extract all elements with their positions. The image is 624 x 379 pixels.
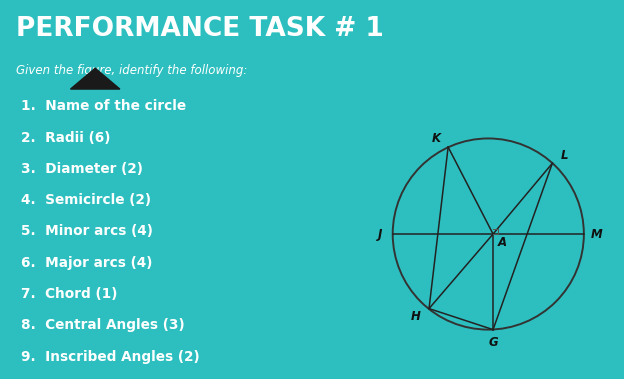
Text: H: H [411,310,421,323]
Text: 5.  Minor arcs (4): 5. Minor arcs (4) [21,224,153,238]
Text: L: L [561,149,568,162]
Text: Given the figure, identify the following:: Given the figure, identify the following… [16,64,247,77]
Text: G: G [488,337,498,349]
Text: 9.  Inscribed Angles (2): 9. Inscribed Angles (2) [21,350,200,364]
Text: A: A [498,236,507,249]
Text: 3.  Diameter (2): 3. Diameter (2) [21,162,143,176]
Text: 2.  Radii (6): 2. Radii (6) [21,130,110,144]
Text: K: K [432,132,441,145]
Text: J: J [378,227,383,241]
Text: M: M [590,227,602,241]
Text: 1.  Name of the circle: 1. Name of the circle [21,99,187,113]
Text: 6.  Major arcs (4): 6. Major arcs (4) [21,256,152,270]
Text: 7.  Chord (1): 7. Chord (1) [21,287,117,301]
Text: PERFORMANCE TASK # 1: PERFORMANCE TASK # 1 [16,16,384,42]
Text: 4.  Semicircle (2): 4. Semicircle (2) [21,193,151,207]
Text: 8.  Central Angles (3): 8. Central Angles (3) [21,318,185,332]
Polygon shape [71,68,120,89]
